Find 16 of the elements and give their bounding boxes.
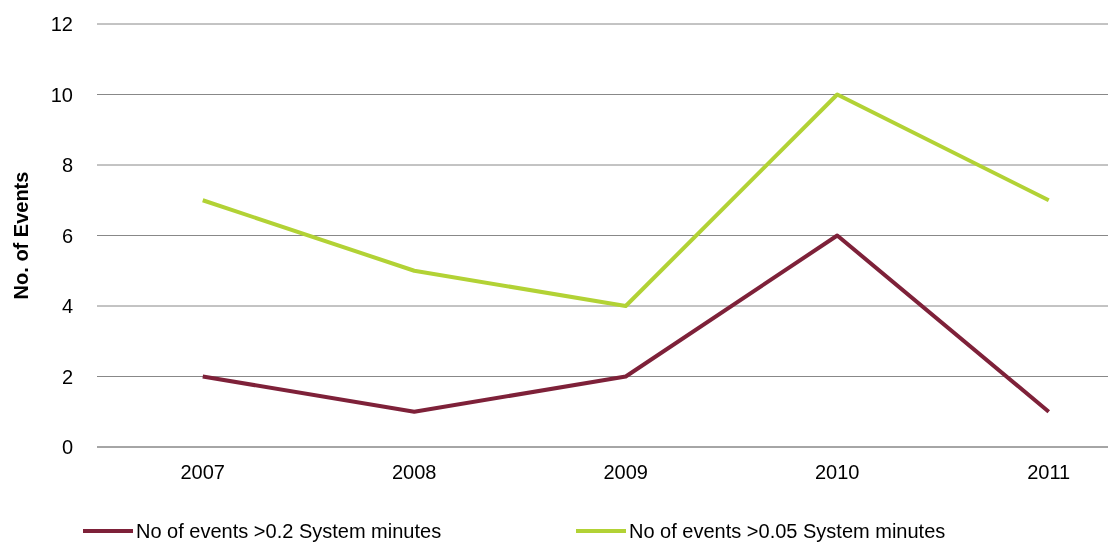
legend-label: No of events >0.2 System minutes xyxy=(136,520,442,542)
x-tick-label: 2009 xyxy=(603,461,648,483)
y-tick-label: 4 xyxy=(61,295,73,317)
y-tick-label: 10 xyxy=(50,83,73,106)
y-tick-label: 12 xyxy=(50,13,73,35)
y-axis-title: No. of Events xyxy=(10,171,32,300)
y-tick-label: 8 xyxy=(61,154,73,176)
x-tick-label: 2010 xyxy=(815,461,860,483)
x-tick-label: 2011 xyxy=(1027,461,1071,483)
x-tick-label: 2007 xyxy=(180,461,225,483)
line-series xyxy=(200,92,1051,308)
x-tick-label: 2008 xyxy=(392,461,437,483)
legend-label: No of events >0.05 System minutes xyxy=(629,520,946,542)
y-tick-label: 0 xyxy=(61,436,73,458)
y-tick-label: 2 xyxy=(61,365,73,388)
y-tick-label: 6 xyxy=(61,224,73,247)
